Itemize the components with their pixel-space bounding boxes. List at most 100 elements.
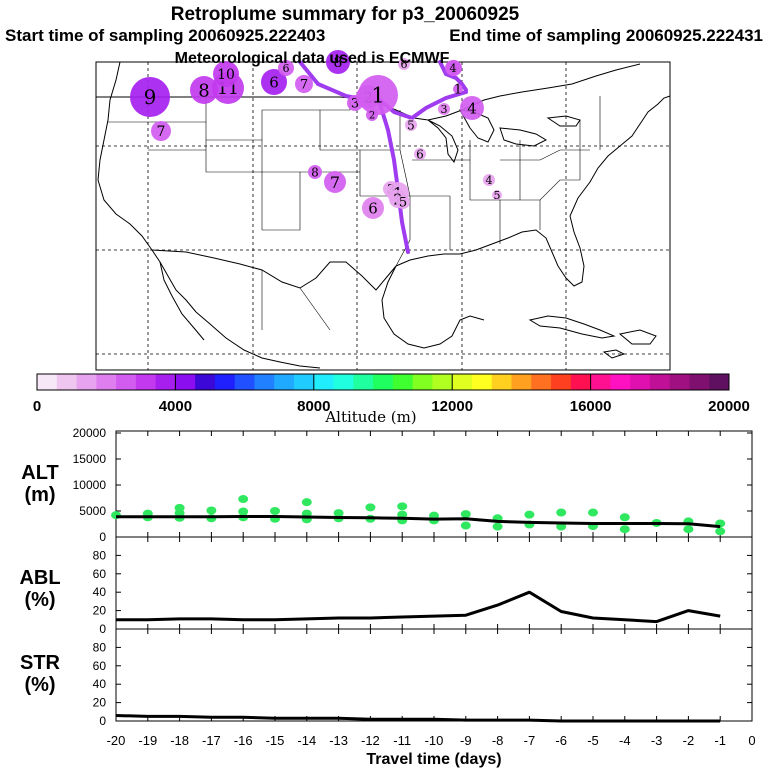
alt-scatter-point (556, 508, 567, 517)
str-ytick-label: 0 (99, 714, 106, 728)
colorbar-tick-label: 20000 (708, 398, 750, 415)
colorbar-swatch (669, 374, 690, 390)
x-tick-label: -6 (555, 733, 567, 748)
alt-scatter-point (460, 510, 471, 519)
colorbar-swatch (511, 374, 532, 390)
colorbar-swatch (96, 374, 117, 390)
altitude-colorbar: 0 4000 8000 12000 16000 20000 Altitude (m) (33, 373, 750, 426)
abl-panel-frame (115, 536, 753, 630)
colorbar-swatch (254, 374, 275, 390)
cluster-label: 8 (311, 165, 319, 179)
colorbar-tick-label: 12000 (431, 398, 473, 415)
colorbar-swatch (392, 374, 414, 390)
str-series-line (115, 714, 721, 723)
cluster-label: 7 (300, 78, 308, 93)
x-tick-label: -9 (460, 733, 472, 748)
cluster-circle (483, 174, 495, 186)
cluster-circle (326, 50, 350, 74)
cluster-circle (324, 171, 346, 193)
colorbar-swatch (570, 374, 592, 390)
abl-ytick-label: 40 (93, 585, 107, 599)
met-data-label: Meteorological data used is ECMWF (175, 50, 450, 67)
colorbar-swatch (76, 374, 97, 390)
figure-title: Retroplume summary for p3_20060925 (171, 4, 520, 25)
alt-scatter-point (238, 495, 249, 504)
alt-scatter-point (683, 525, 694, 534)
colorbar-swatch (551, 374, 572, 390)
x-tick-label: -5 (587, 733, 599, 748)
cluster-circle (358, 75, 398, 115)
travel-time-axis: -20 -19 -18 -17 -16 -15 -14 -13 -12 -11 -10 -9 -8 -7-… (107, 733, 756, 748)
alt-scatter-point (397, 510, 408, 519)
alt-scatter-point (492, 522, 503, 531)
abl-ytick-label: 20 (93, 604, 107, 618)
cluster-label: 4 (486, 174, 493, 187)
alt-ylabel-top: ALT (21, 462, 58, 484)
x-tick-label: -17 (202, 733, 221, 748)
trajectory-line (378, 90, 468, 121)
colorbar-swatch (412, 374, 433, 390)
cluster-label: 3 (441, 103, 448, 116)
x-axis-label: Travel time (days) (366, 751, 501, 768)
cluster-circle (453, 84, 463, 94)
colorbar-swatch (56, 374, 78, 390)
x-tick-label: -3 (651, 733, 663, 748)
cluster-label: 6 (269, 73, 279, 91)
cluster-circle (366, 109, 378, 121)
colorbar-swatch (649, 374, 671, 390)
map-panel: 98111067768654321234156873125645 (95, 50, 671, 371)
str-ylabel-bottom: (%) (24, 674, 55, 696)
str-panel: STR (%) 0 20 40 60 80 (20, 628, 753, 728)
trajectory-line (378, 102, 410, 254)
cluster-label: 6 (368, 199, 378, 217)
alt-scatter-point (365, 503, 376, 512)
colorbar-swatch (135, 374, 157, 390)
colorbar-swatch (175, 374, 196, 390)
colorbar-swatch (590, 374, 611, 390)
cluster-circle (398, 58, 410, 70)
cluster-label: 5 (399, 196, 407, 211)
alt-scatter-point (619, 513, 630, 522)
alt-scatter-point (460, 521, 471, 530)
cluster-circle (151, 121, 171, 141)
alt-scatter-point (397, 502, 408, 511)
colorbar-swatch (195, 374, 216, 390)
str-ytick-label: 40 (93, 677, 107, 691)
alt-scatter-point (270, 507, 280, 515)
str-ytick-label: 60 (93, 659, 107, 673)
cluster-label: 5 (494, 189, 501, 202)
x-tick-label: 0 (748, 733, 755, 748)
cluster-label: 1 (454, 83, 462, 98)
alt-series-line (116, 515, 721, 529)
str-ytick-label: 20 (93, 696, 107, 710)
x-tick-label: -16 (234, 733, 253, 748)
colorbar-tick-label: 16000 (570, 398, 612, 415)
x-tick-label: -18 (170, 733, 189, 748)
cluster-label: 3 (351, 97, 359, 112)
cluster-label: 6 (401, 58, 408, 71)
alt-scatter-point (556, 522, 567, 531)
cluster-circle (130, 77, 170, 117)
x-tick-label: -10 (425, 733, 444, 748)
cluster-circle (414, 148, 426, 160)
alt-scatter-point (619, 525, 630, 534)
colorbar-swatch (116, 374, 137, 390)
alt-ytick-label: 15000 (73, 452, 107, 466)
colorbar-swatch (274, 374, 295, 390)
cluster-circle (362, 197, 384, 219)
cluster-label: 8 (198, 80, 209, 101)
map-cluster-markers: 98111067768654321234156873125645 (130, 50, 502, 219)
x-tick-label: -20 (107, 733, 126, 748)
colorbar-swatch (709, 374, 730, 390)
cluster-circle (295, 75, 313, 93)
alt-ytick-label: 20000 (73, 426, 107, 440)
colorbar-swatch (313, 374, 335, 390)
x-tick-label: -15 (266, 733, 285, 748)
colorbar-swatch (630, 374, 651, 390)
colorbar-label: Altitude (m) (324, 408, 416, 426)
cluster-circle (492, 190, 502, 200)
alt-scatter-point (715, 527, 726, 536)
colorbar-tick-label: 4000 (159, 398, 192, 415)
start-time-label: Start time of sampling 20060925.222403 (5, 26, 325, 45)
